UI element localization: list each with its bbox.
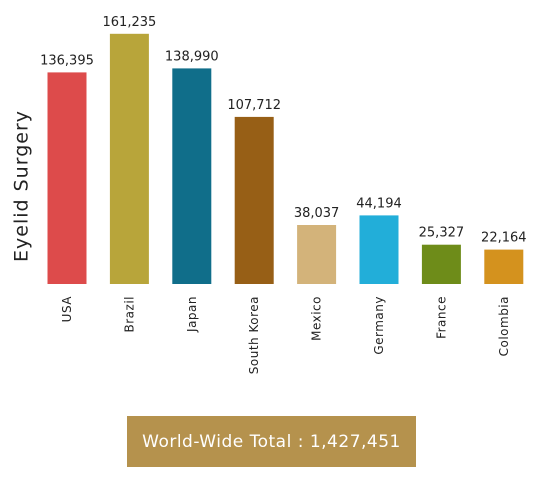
bar-south-korea xyxy=(234,116,274,285)
y-axis-title: Eyelid Surgery xyxy=(11,110,33,262)
value-label: 44,194 xyxy=(356,196,402,211)
bar-germany xyxy=(359,215,399,284)
category-label: Brazil xyxy=(122,296,136,333)
world-wide-total-badge: World-Wide Total : 1,427,451 xyxy=(127,416,416,467)
value-label: 136,395 xyxy=(40,53,94,68)
category-label: Colombia xyxy=(497,296,511,356)
bar-colombia xyxy=(484,249,524,284)
category-label: South Korea xyxy=(247,296,261,374)
category-label: USA xyxy=(60,296,74,323)
category-label: Japan xyxy=(185,296,199,333)
bar-usa xyxy=(47,72,87,285)
value-label: 138,990 xyxy=(165,49,219,64)
value-label: 107,712 xyxy=(227,98,281,113)
bar-france xyxy=(421,244,461,284)
value-label: 161,235 xyxy=(103,15,157,30)
value-label: 22,164 xyxy=(481,231,527,246)
value-label: 25,327 xyxy=(419,226,465,241)
bar-mexico xyxy=(297,225,337,284)
world-wide-total-label: World-Wide Total : 1,427,451 xyxy=(142,431,401,452)
bar-japan xyxy=(172,68,212,285)
category-label: Mexico xyxy=(310,296,324,341)
category-label: Germany xyxy=(372,296,386,355)
category-label: France xyxy=(434,296,448,339)
value-label: 38,037 xyxy=(294,206,340,221)
bar-brazil xyxy=(109,33,149,284)
